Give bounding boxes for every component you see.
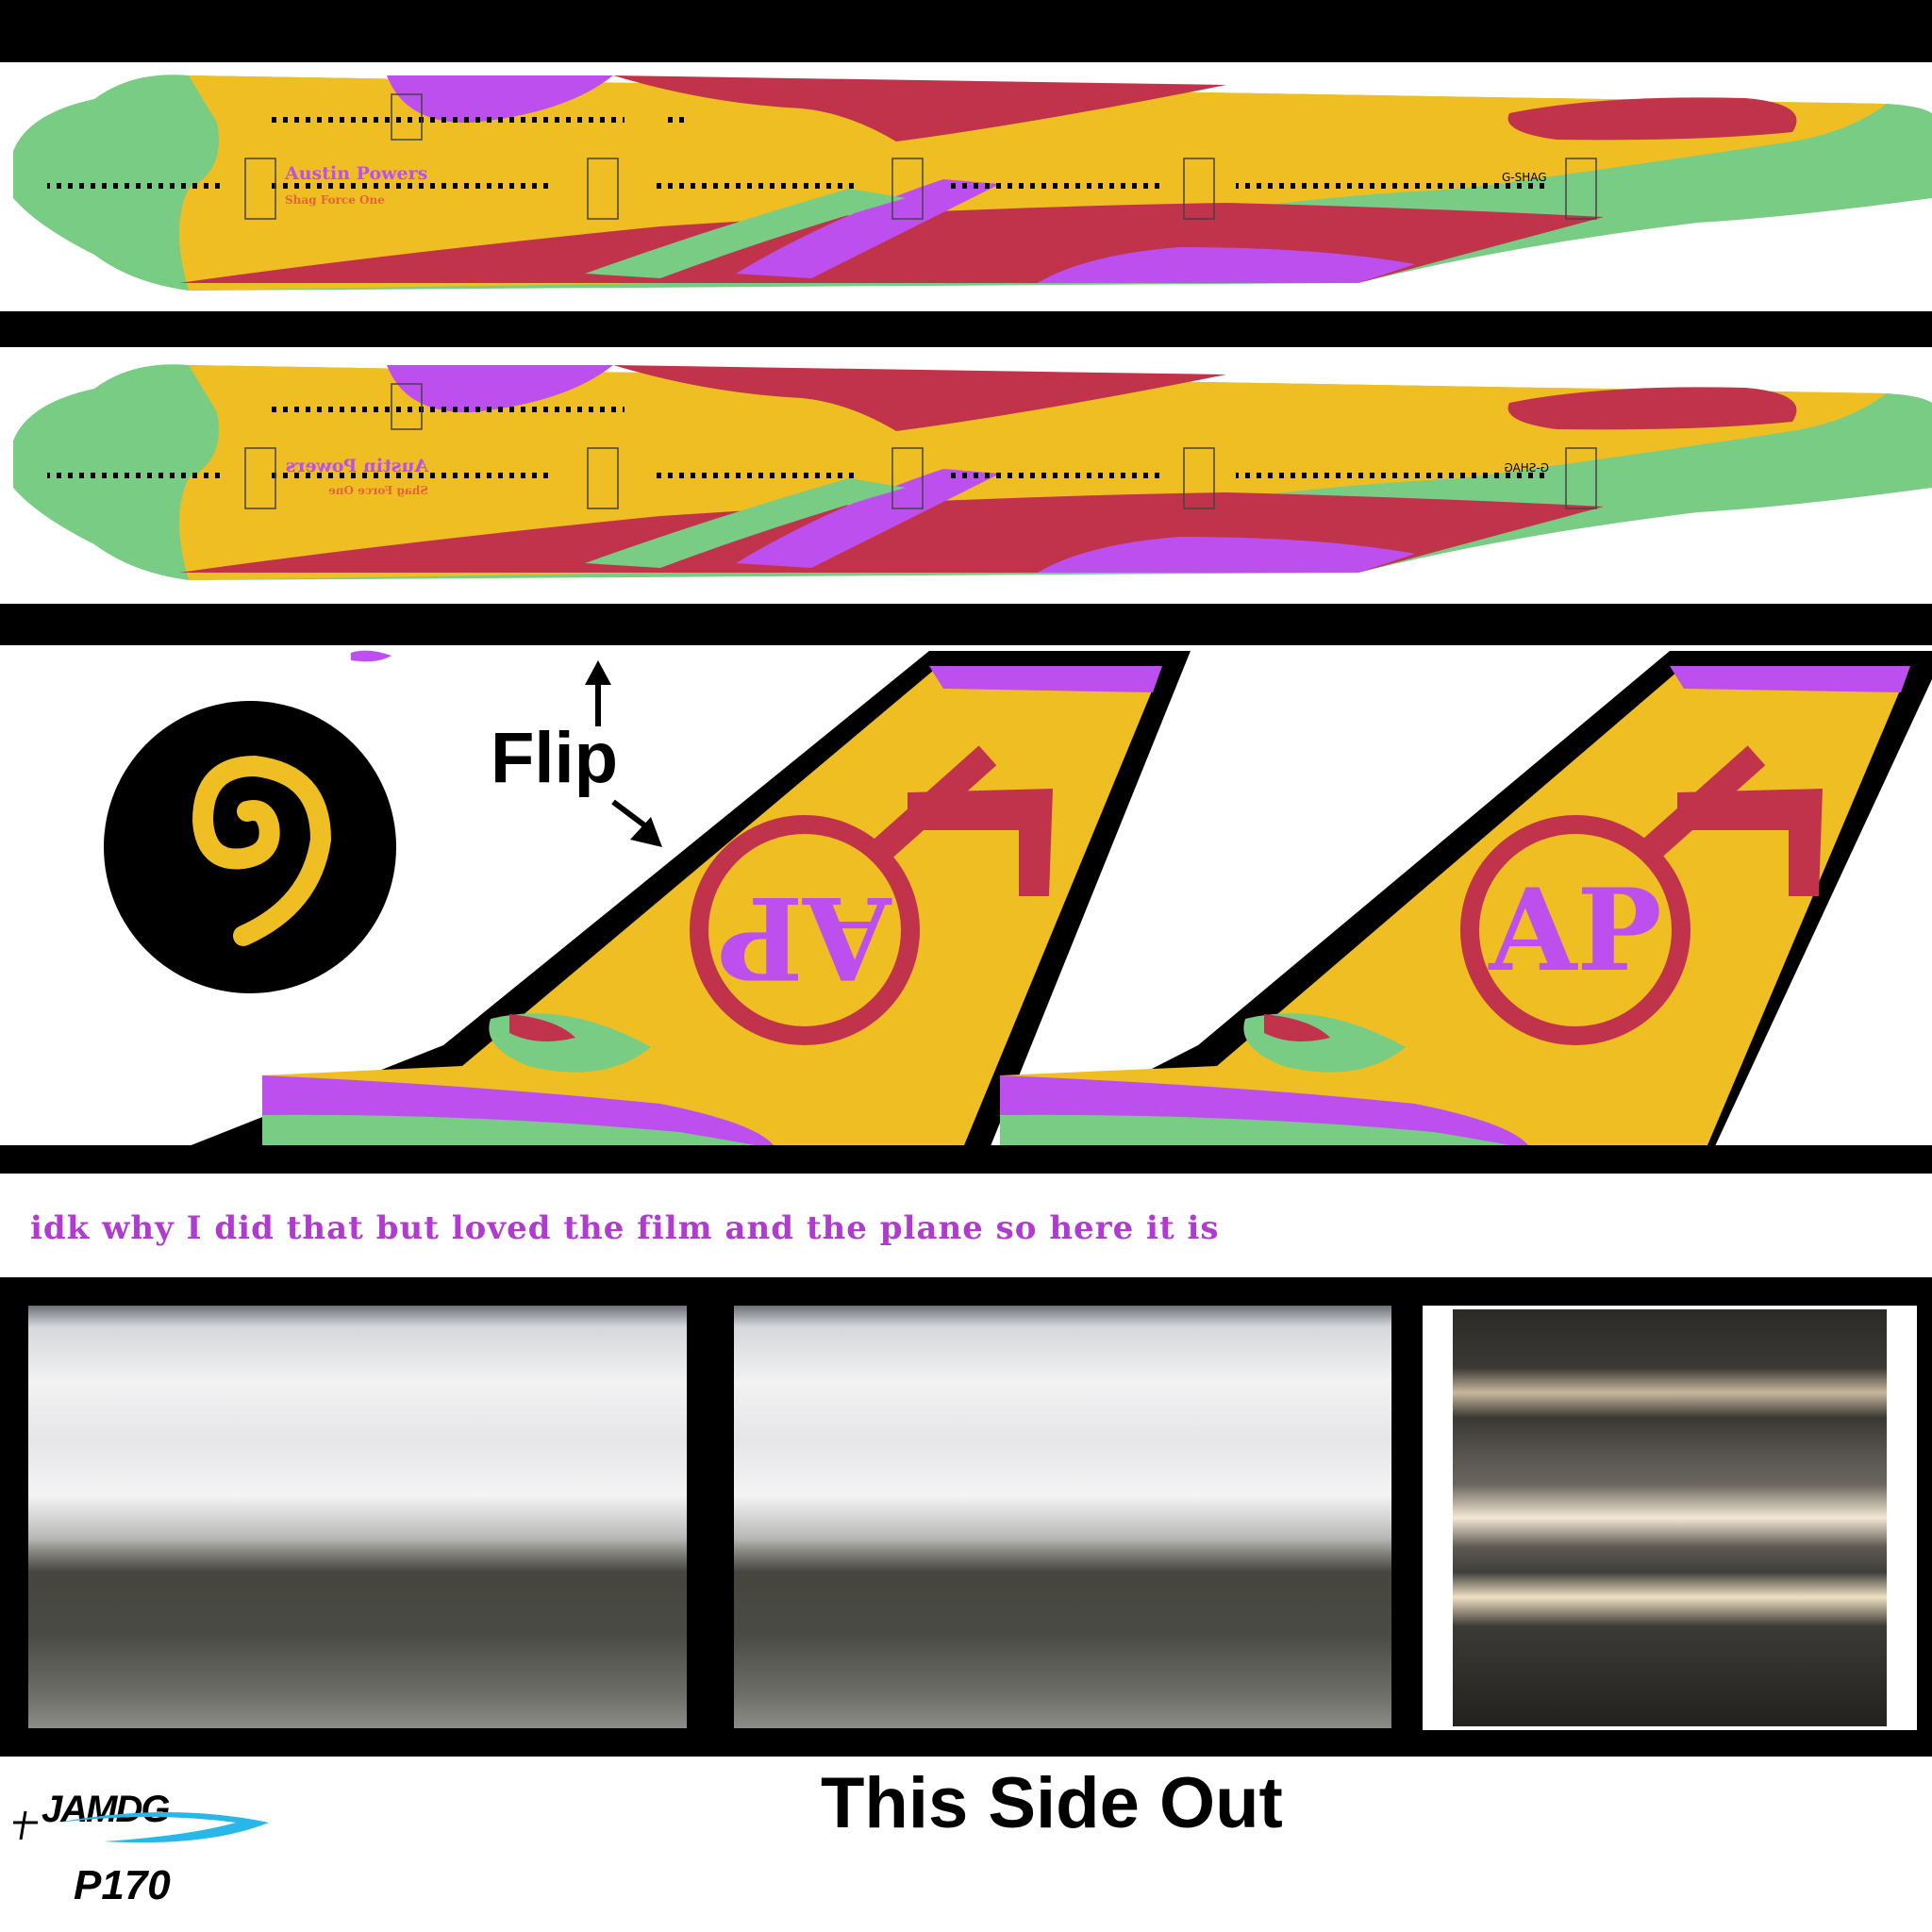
texture-panel-1 bbox=[28, 1306, 687, 1728]
fuselage-bottom-name: Austin Powers bbox=[286, 456, 429, 476]
caption-text: idk why I did that but loved the film an… bbox=[30, 1209, 1220, 1247]
jamdg-logo: JAMDG bbox=[42, 1789, 170, 1830]
separator-bar-1 bbox=[0, 311, 1932, 347]
separator-bar-3 bbox=[0, 1145, 1932, 1174]
separator-bar-2 bbox=[0, 604, 1932, 645]
tail-right-monogram: AP bbox=[1488, 864, 1661, 997]
male-symbol-icon bbox=[1637, 745, 1823, 896]
texture-panel-2 bbox=[734, 1306, 1391, 1728]
top-border-bar bbox=[0, 0, 1932, 62]
arrow-up-icon bbox=[585, 660, 611, 726]
fuselage-bottom-registration: G-SHAG bbox=[1504, 461, 1549, 475]
fuselage-top-subtitle: Shag Force One bbox=[285, 193, 385, 207]
tail-right: AP bbox=[1000, 651, 1932, 1146]
fuselage-top-registration: G-SHAG bbox=[1502, 171, 1547, 184]
model-code: P170 bbox=[74, 1862, 171, 1908]
spiral-icon bbox=[104, 701, 396, 993]
arrow-down-right-icon bbox=[611, 799, 662, 847]
this-side-out-label: This Side Out bbox=[821, 1763, 1283, 1843]
flip-label: Flip bbox=[491, 718, 619, 798]
tail-left-monogram: AP bbox=[718, 871, 891, 1004]
fuselage-top-name: Austin Powers bbox=[284, 163, 427, 184]
windows-top-row bbox=[266, 117, 625, 123]
fuselage-bottom-subtitle: Shag Force One bbox=[328, 484, 428, 497]
texture-panel-3 bbox=[1453, 1309, 1887, 1726]
tail-left: AP bbox=[189, 651, 1191, 1146]
male-symbol-icon bbox=[868, 745, 1053, 896]
